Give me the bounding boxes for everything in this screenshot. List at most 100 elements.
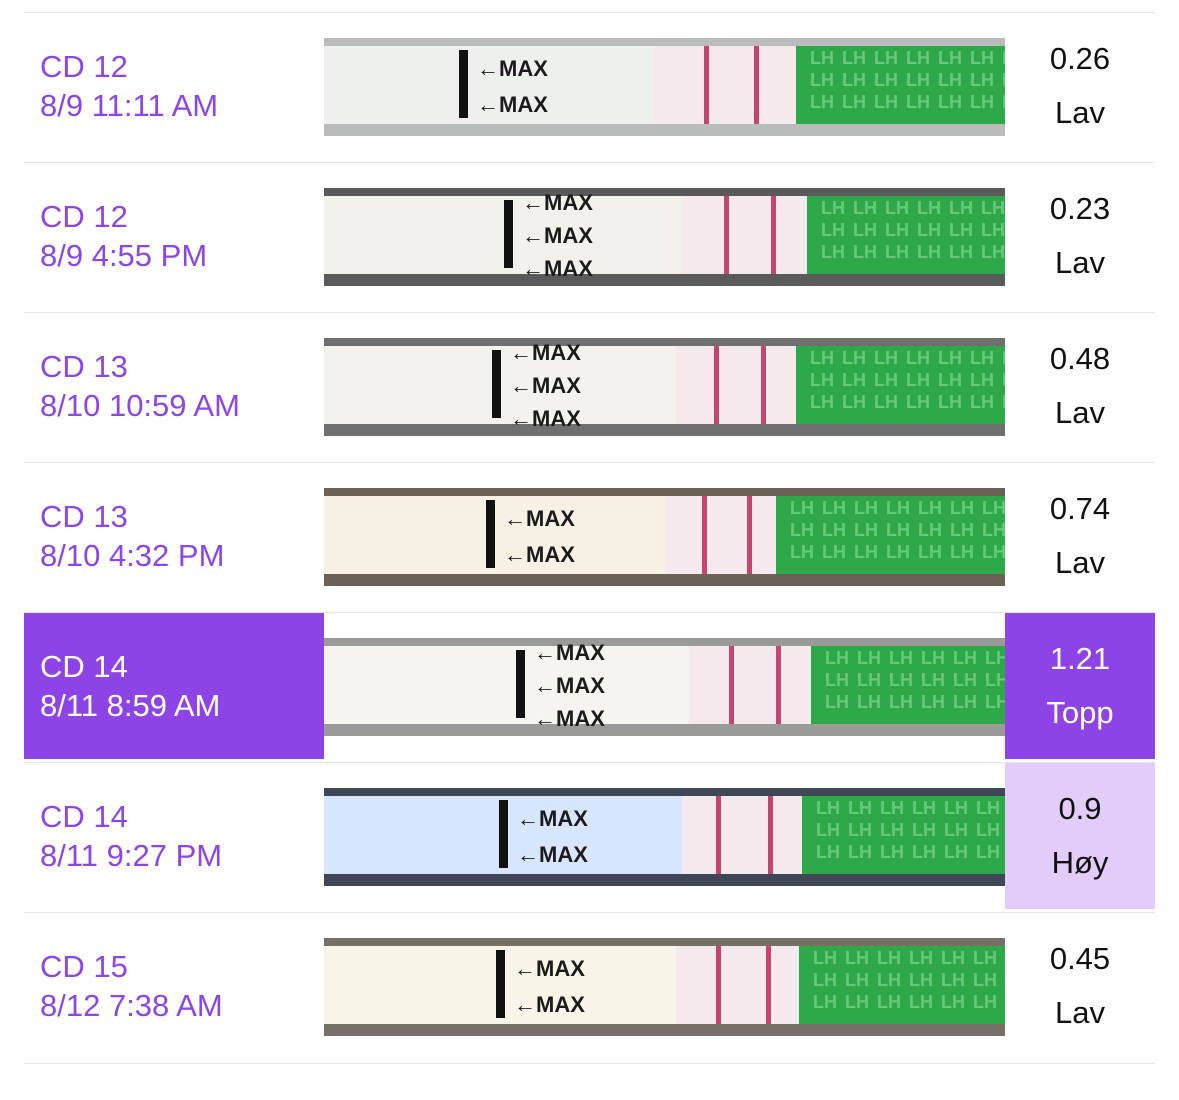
test-strip-photo: ←MAX ←MAX ←MAX LH LH LH LH LH LH LH LH LH LH LH LH LH LH… — [324, 188, 1005, 286]
result-window — [676, 346, 796, 424]
test-line — [776, 646, 781, 724]
max-mark: ←MAX — [534, 706, 605, 731]
max-line-bar — [496, 950, 505, 1018]
list-item[interactable]: CD 12 8/9 4:55 PM ←MAX ←MAX ←MAX LH LH LH LH LH… — [24, 162, 1155, 313]
lh-pattern-text: LH — [918, 520, 942, 540]
lh-pattern-text: LH — [889, 648, 913, 668]
lh-pattern-text: LH — [976, 820, 1000, 840]
result-level: Lav — [1055, 995, 1105, 1030]
lh-pattern-text: LH — [810, 348, 834, 368]
result-box: 0.23 Lav — [1005, 163, 1155, 309]
lh-pattern-text: LH — [821, 220, 845, 240]
result-window — [654, 46, 796, 124]
lh-pattern-text: LH — [973, 948, 997, 968]
list-item[interactable]: CD 13 8/10 10:59 AM ←MAX ←MAX ←MAX LH LH LH LH… — [24, 312, 1155, 463]
lh-pattern-text: LH — [825, 670, 849, 690]
max-line-bar — [504, 200, 513, 268]
result-window — [682, 196, 807, 274]
max-mark: ←MAX — [522, 190, 593, 215]
lh-pattern-text: LH — [810, 70, 834, 90]
lh-pattern-text: LH — [874, 392, 898, 412]
lh-pattern-text: LH — [810, 48, 834, 68]
max-mark: ←MAX — [514, 992, 585, 1017]
test-datetime: 8/11 9:27 PM — [40, 838, 223, 873]
lh-pattern-text: LH — [842, 370, 866, 390]
lh-pattern-text: LH — [854, 498, 878, 518]
result-level: Lav — [1055, 245, 1105, 280]
lh-pattern-text: LH — [790, 498, 814, 518]
lh-pattern-text: LH — [950, 542, 974, 562]
result-value: 0.26 — [1049, 41, 1111, 76]
lh-pattern-text: LH — [982, 520, 1005, 540]
lh-handle — [796, 46, 1005, 124]
list-item[interactable]: CD 13 8/10 4:32 PM ←MAX ←MAX LH LH LH LH LH LH L… — [24, 462, 1155, 613]
result-level: Høy — [1051, 845, 1109, 880]
cycle-day: CD 15 — [40, 949, 128, 984]
strip-graphic: ←MAX←MAX←MAXLHLHLHLHLHLHLHLHLHLHLHLHLHLH… — [324, 638, 1005, 736]
lh-pattern-text: LH — [885, 198, 909, 218]
list-item[interactable]: CD 12 8/9 11:11 AM ←MAX ←MAX LH LH LH LH LH LH L… — [24, 12, 1155, 163]
lh-pattern-text: LH — [906, 48, 930, 68]
lh-pattern-text: LH — [1002, 392, 1005, 412]
max-mark: ←MAX — [522, 256, 593, 281]
row-label: CD 13 8/10 4:32 PM — [24, 463, 324, 609]
lh-handle — [796, 346, 1005, 424]
result-box: 0.9 Høy — [1005, 763, 1155, 909]
test-datetime: 8/12 7:38 AM — [40, 988, 223, 1023]
row-label: CD 14 8/11 8:59 AM — [24, 613, 324, 759]
lh-pattern-text: LH — [917, 198, 941, 218]
result-box: 0.45 Lav — [1005, 913, 1155, 1059]
max-mark: ←MAX — [504, 542, 575, 567]
lh-pattern-text: LH — [1002, 92, 1005, 112]
lh-pattern-text: LH — [816, 820, 840, 840]
test-strip-photo: ←MAX ←MAX ←MAX LH LH LH LH LH LH LH LH LH LH LH LH LH LH… — [324, 338, 1005, 436]
cycle-day: CD 14 — [40, 799, 128, 834]
test-line — [716, 946, 721, 1024]
lh-pattern-text: LH — [816, 842, 840, 862]
lh-pattern-text: LH — [970, 348, 994, 368]
strip-graphic: ←MAX←MAXLHLHLHLHLHLHLHLHLHLHLHLHLHLHLHLH… — [324, 788, 1005, 886]
result-box: 1.21 Topp — [1005, 613, 1155, 759]
strip-graphic: ←MAX←MAX←MAXLHLHLHLHLHLHLHLHLHLHLHLHLHLH… — [324, 188, 1005, 286]
lh-pattern-text: LH — [857, 648, 881, 668]
lh-pattern-text: LH — [938, 348, 962, 368]
list-item[interactable]: CD 14 8/11 9:27 PM ←MAX ←MAX LH LH LH LH LH LH L… — [24, 762, 1155, 913]
lh-pattern-text: LH — [813, 970, 837, 990]
result-level: Lav — [1055, 545, 1105, 580]
test-line — [716, 796, 721, 874]
test-strip-photo: ←MAX ←MAX ←MAX LH LH LH LH LH LH LH LH LH LH LH LH LH LH… — [324, 638, 1005, 736]
lh-pattern-text: LH — [880, 798, 904, 818]
list-item[interactable]: CD 15 8/12 7:38 AM ←MAX ←MAX LH LH LH LH LH LH L… — [24, 912, 1155, 1064]
list-item[interactable]: CD 14 8/11 8:59 AM ←MAX ←MAX ←MAX LH LH LH LH L… — [24, 612, 1155, 763]
lh-pattern-text: LH — [813, 948, 837, 968]
strip-graphic: ←MAX←MAXLHLHLHLHLHLHLHLHLHLHLHLHLHLHLHLH… — [324, 938, 1005, 1036]
lh-pattern-text: LH — [981, 220, 1005, 240]
lh-pattern-text: LH — [877, 992, 901, 1012]
lh-pattern-text: LH — [949, 220, 973, 240]
lh-handle — [807, 196, 1005, 274]
result-value: 0.23 — [1049, 191, 1111, 226]
lh-pattern-text: LH — [842, 392, 866, 412]
result-level: Lav — [1055, 95, 1105, 130]
lh-pattern-text: LH — [790, 542, 814, 562]
lh-pattern-text: LH — [1002, 70, 1005, 90]
lh-pattern-text: LH — [944, 798, 968, 818]
max-mark: ←MAX — [517, 806, 588, 831]
lh-pattern-text: LH — [953, 692, 977, 712]
lh-pattern-text: LH — [938, 92, 962, 112]
lh-pattern-text: LH — [949, 242, 973, 262]
test-datetime: 8/10 10:59 AM — [40, 388, 240, 423]
max-mark: ←MAX — [510, 340, 581, 365]
lh-pattern-text: LH — [906, 392, 930, 412]
lh-pattern-text: LH — [912, 842, 936, 862]
lh-pattern-text: LH — [853, 198, 877, 218]
lh-pattern-text: LH — [874, 370, 898, 390]
max-line-bar — [499, 800, 508, 868]
test-datetime: 8/9 4:55 PM — [40, 238, 208, 273]
lh-pattern-text: LH — [944, 820, 968, 840]
lh-pattern-text: LH — [845, 992, 869, 1012]
max-mark: ←MAX — [477, 92, 548, 117]
lh-pattern-text: LH — [886, 520, 910, 540]
lh-pattern-text: LH — [853, 242, 877, 262]
result-window — [682, 796, 802, 874]
